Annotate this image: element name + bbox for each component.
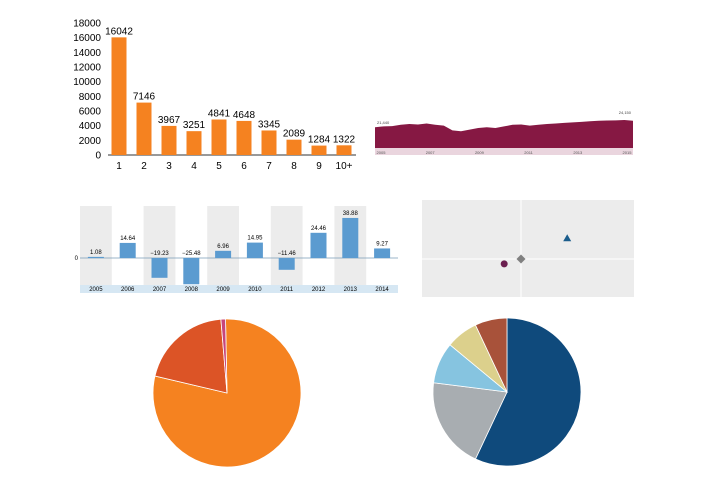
- data-label: 3967: [158, 115, 181, 126]
- x-tick-label: 4: [191, 161, 197, 172]
- x-tick-label: 2009: [475, 150, 485, 155]
- column-band: [207, 206, 239, 285]
- x-tick-label: 9: [316, 161, 322, 172]
- x-tick-label: 2005: [89, 287, 103, 293]
- bar: [183, 258, 200, 285]
- x-tick-label: 2012: [312, 287, 326, 293]
- data-label: 16042: [105, 26, 133, 37]
- data-label: 9.27: [376, 241, 388, 247]
- data-label: 1322: [333, 134, 356, 145]
- bar: [119, 242, 136, 258]
- data-label: −25.48: [182, 251, 201, 257]
- data-label: 14.64: [120, 236, 136, 242]
- data-label: 2089: [283, 129, 306, 140]
- end-label: 24,150: [619, 110, 632, 115]
- x-tick-label: 2011: [280, 287, 294, 293]
- x-tick-label: 2: [141, 161, 147, 172]
- bar: [236, 120, 252, 155]
- bar: [336, 145, 352, 155]
- point-circle: [500, 260, 508, 268]
- x-tick-label: 2009: [216, 287, 230, 293]
- x-tick-label: 2007: [153, 287, 167, 293]
- x-tick-label: 2015: [623, 150, 633, 155]
- x-tick-label: 8: [291, 161, 297, 172]
- plot-area: [422, 200, 634, 297]
- point-triangle: [563, 234, 572, 242]
- data-label: 1284: [308, 135, 331, 146]
- x-tick-label: 5: [216, 161, 222, 172]
- bar: [186, 131, 202, 155]
- bar: [111, 37, 127, 155]
- data-label: −11.46: [278, 251, 297, 257]
- data-label: 3345: [258, 119, 281, 130]
- y-tick-label: 14000: [73, 48, 101, 59]
- point-diamond: [516, 254, 526, 264]
- data-label: 7146: [133, 92, 156, 103]
- x-tick-label: 2014: [375, 287, 389, 293]
- start-label: 21,440: [377, 120, 390, 125]
- pie-slice: [154, 318, 228, 394]
- x-tick-label: 2005: [377, 150, 387, 155]
- x-tick-label: 2013: [344, 287, 358, 293]
- x-tick-label: 7: [266, 161, 272, 172]
- data-label: −19.23: [150, 251, 169, 257]
- bar: [211, 119, 227, 155]
- bar: [87, 256, 104, 258]
- x-tick-label: 2008: [185, 287, 199, 293]
- y-tick-label: 6000: [79, 107, 102, 118]
- x-axis-band: [375, 148, 633, 155]
- column-band: [80, 206, 112, 285]
- bar: [278, 258, 295, 270]
- y-tick-label: 18000: [73, 19, 101, 30]
- zero-label: 0: [75, 256, 79, 262]
- x-tick-label: 2011: [524, 150, 533, 155]
- x-tick-label: 6: [241, 161, 247, 172]
- bar: [286, 139, 302, 155]
- y-tick-label: 10000: [73, 77, 101, 88]
- y-tick-label: 8000: [79, 92, 102, 103]
- area-series: [375, 120, 633, 148]
- pie-slice: [474, 317, 508, 393]
- bar: [374, 248, 391, 258]
- x-tick-label: 10+: [336, 161, 353, 172]
- bar: [136, 102, 152, 155]
- x-tick-label: 2013: [573, 150, 583, 155]
- pie-slice: [474, 317, 582, 467]
- bar: [161, 125, 177, 155]
- bar: [310, 232, 327, 258]
- bar: [261, 130, 277, 155]
- column-band: [270, 206, 303, 285]
- x-tick-label: 2010: [248, 287, 262, 293]
- y-tick-label: 4000: [79, 121, 102, 132]
- x-tick-label: 3: [166, 161, 172, 172]
- data-label: 1.08: [90, 250, 102, 256]
- x-axis-band: [80, 285, 398, 293]
- data-label: 4648: [233, 110, 256, 121]
- x-tick-label: 2006: [121, 287, 135, 293]
- y-tick-label: 0: [95, 151, 101, 162]
- x-tick-label: 1: [116, 161, 122, 172]
- data-label: 4841: [208, 108, 231, 119]
- bar: [215, 250, 232, 258]
- data-label: 6.96: [217, 244, 229, 250]
- bar: [342, 217, 359, 258]
- y-tick-label: 2000: [79, 136, 102, 147]
- bar: [311, 145, 327, 155]
- y-tick-label: 12000: [73, 63, 101, 74]
- bar: [151, 258, 168, 278]
- bar: [246, 242, 263, 258]
- y-tick-label: 16000: [73, 33, 101, 44]
- data-label: 24.46: [311, 226, 327, 232]
- data-label: 14.95: [247, 236, 263, 242]
- data-label: 38.88: [343, 211, 359, 217]
- x-tick-label: 2007: [426, 150, 436, 155]
- data-label: 3251: [183, 120, 206, 131]
- pie-slice: [220, 318, 228, 394]
- pie-slice: [432, 382, 508, 460]
